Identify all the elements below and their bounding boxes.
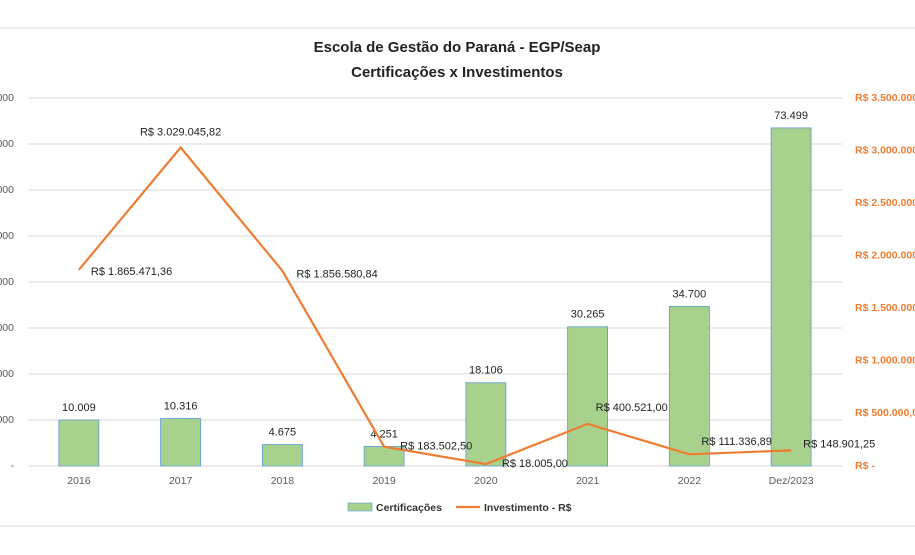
bar <box>160 418 202 467</box>
line-value-label: R$ 1.865.471,36 <box>91 266 172 278</box>
chart-subtitle: Certificações x Investimentos <box>351 64 563 81</box>
y2-tick-label: R$ 3.500.000,00 <box>855 92 915 104</box>
line <box>78 145 792 466</box>
y-tick-label: 20.000 <box>0 368 14 380</box>
y2-tick-label: R$ 500.000,00 <box>855 407 915 419</box>
x-tick-label: 2018 <box>271 475 295 487</box>
y2-tick-label: R$ - <box>855 460 875 472</box>
x-tick-label: 2022 <box>678 475 702 487</box>
x-tick-label: 2019 <box>372 475 396 487</box>
chart-title: Escola de Gestão do Paraná - EGP/Seap <box>314 39 601 56</box>
y-tick-label: 60.000 <box>0 184 14 196</box>
legend-swatch <box>347 502 373 512</box>
bar-value-label: 34.700 <box>673 288 707 300</box>
y2-tick-label: R$ 2.000.000,00 <box>855 249 915 261</box>
bar <box>770 127 812 467</box>
line-value-label: R$ 3.029.045,82 <box>140 126 221 138</box>
bar-value-label: 4.251 <box>370 428 398 440</box>
bar <box>261 444 303 467</box>
bar-value-label: 18.106 <box>469 365 503 377</box>
bar <box>58 419 100 467</box>
y-tick-label: 10.000 <box>0 414 14 426</box>
y-tick-label: 50.000 <box>0 230 14 242</box>
y2-tick-label: R$ 1.500.000,00 <box>855 302 915 314</box>
bar <box>567 326 609 467</box>
y-tick-label: 40.000 <box>0 276 14 288</box>
bar-value-label: 10.009 <box>62 402 96 414</box>
y2-tick-label: R$ 2.500.000,00 <box>855 197 915 209</box>
legend-label: Investimento - R$ <box>484 502 572 514</box>
x-tick-label: 2021 <box>576 475 600 487</box>
bar-value-label: 73.499 <box>774 110 808 122</box>
y-tick-label: 30.000 <box>0 322 14 334</box>
bar-value-label: 30.265 <box>571 309 605 321</box>
x-tick-label: 2017 <box>169 475 193 487</box>
line-value-label: R$ 183.502,50 <box>400 441 472 453</box>
bar <box>668 305 710 467</box>
line-value-label: R$ 400.521,00 <box>596 402 668 414</box>
x-tick-label: 2016 <box>67 475 91 487</box>
y-tick-label: 70.000 <box>0 138 14 150</box>
y-tick-label: - <box>11 460 15 472</box>
line-value-label: R$ 111.336,89 <box>701 436 772 448</box>
y2-tick-label: R$ 3.000.000,00 <box>855 144 915 156</box>
bar-value-label: 10.316 <box>164 400 198 412</box>
legend-label: Certificações <box>376 502 442 514</box>
x-tick-label: 2020 <box>474 475 498 487</box>
x-tick-label: Dez/2023 <box>769 475 814 487</box>
bar-value-label: 4.675 <box>269 426 297 438</box>
y-tick-label: 80.000 <box>0 92 14 104</box>
chart-frame <box>0 27 915 527</box>
y2-tick-label: R$ 1.000.000,00 <box>855 355 915 367</box>
line-value-label: R$ 18.005,00 <box>502 458 568 470</box>
bar <box>465 382 507 467</box>
line-value-label: R$ 1.856.580,84 <box>296 269 377 281</box>
line-value-label: R$ 148.901,25 <box>803 438 875 450</box>
